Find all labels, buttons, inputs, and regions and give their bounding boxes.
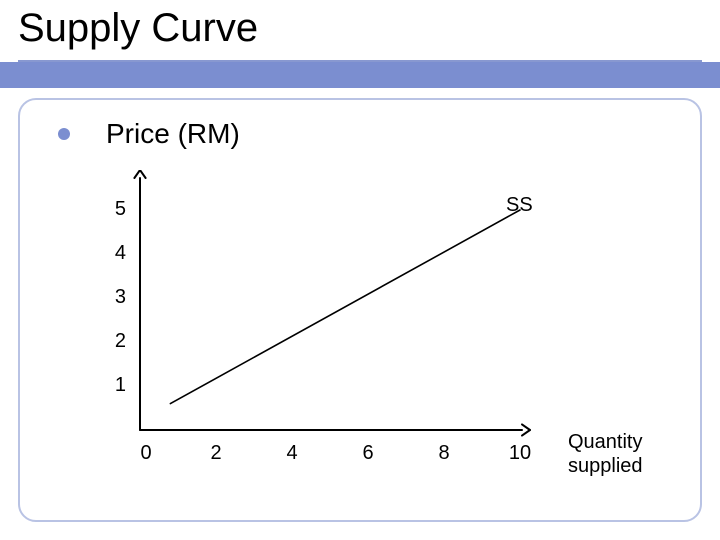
- series-label: SS: [506, 194, 533, 217]
- accent-bar: [0, 62, 720, 88]
- x-tick: 4: [286, 442, 297, 465]
- x-tick: 8: [438, 442, 449, 465]
- x-tick: 0: [140, 442, 151, 465]
- content-panel: Price (RM) 5 4 3 2 1 0 2 4 6 8 10 SS Qua…: [18, 98, 702, 522]
- bullet-row: Price (RM): [58, 118, 240, 150]
- y-tick: 4: [96, 242, 126, 265]
- x-tick: 6: [362, 442, 373, 465]
- y-tick: 3: [96, 286, 126, 309]
- bullet-icon: [58, 128, 70, 140]
- slide: Supply Curve Price (RM) 5 4 3 2 1 0 2 4 …: [0, 0, 720, 540]
- y-axis-label: Price (RM): [106, 118, 240, 150]
- y-tick: 5: [96, 198, 126, 221]
- y-tick: 2: [96, 330, 126, 353]
- header: Supply Curve: [0, 0, 720, 90]
- x-tick: 2: [210, 442, 221, 465]
- supply-chart: 5 4 3 2 1 0 2 4 6 8 10 SS Quantity suppl…: [90, 170, 650, 490]
- x-axis-label-line2: supplied: [568, 455, 643, 477]
- x-tick: 10: [509, 442, 531, 465]
- x-axis-label-line1: Quantity: [568, 431, 642, 453]
- divider-line: [18, 60, 702, 62]
- slide-title: Supply Curve: [18, 6, 258, 51]
- y-tick: 1: [96, 374, 126, 397]
- x-axis-label: Quantity supplied: [568, 430, 643, 478]
